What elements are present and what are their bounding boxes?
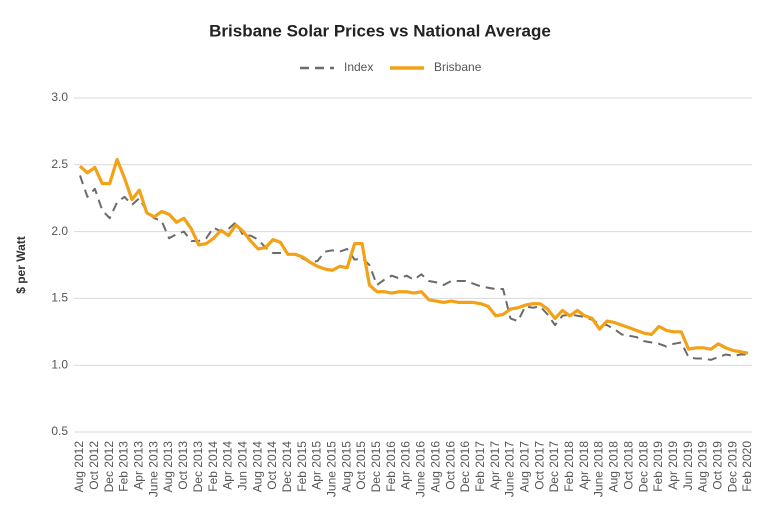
x-tick-label: Oct 2019 <box>710 441 724 490</box>
x-tick-label: Dec 2012 <box>102 441 116 493</box>
x-tick-label: Apr 2018 <box>577 441 591 490</box>
x-tick-label: Feb 2016 <box>384 441 398 492</box>
x-tick-label: Oct 2017 <box>532 441 546 490</box>
y-tick-label: 1.5 <box>51 291 68 305</box>
x-tick-label: Feb 2018 <box>562 441 576 492</box>
series-line <box>79 175 748 361</box>
x-tick-label: Apr 2019 <box>666 441 680 490</box>
x-tick-label: Dec 2017 <box>547 441 561 493</box>
y-tick-label: 2.0 <box>51 224 68 238</box>
x-tick-label: Feb 2014 <box>206 441 220 492</box>
x-tick-label: Apr 2017 <box>488 441 502 490</box>
x-tick-label: Dec 2016 <box>458 441 472 493</box>
x-tick-label: Apr 2016 <box>399 441 413 490</box>
x-tick-label: Feb 2019 <box>651 441 665 492</box>
x-tick-label: Oct 2014 <box>265 441 279 490</box>
chart-title: Brisbane Solar Prices vs National Averag… <box>209 21 551 40</box>
x-tick-label: Feb 2013 <box>117 441 131 492</box>
x-tick-label: Aug 2013 <box>161 441 175 493</box>
x-tick-label: Aug 2018 <box>607 441 621 493</box>
x-tick-label: Oct 2013 <box>176 441 190 490</box>
x-tick-label: Aug 2015 <box>339 441 353 493</box>
y-tick-label: 1.0 <box>51 357 68 371</box>
x-tick-label: Dec 2014 <box>280 441 294 493</box>
x-tick-label: June 2016 <box>414 441 428 497</box>
series-line <box>78 157 749 355</box>
y-axis-label: $ per Watt <box>14 236 28 294</box>
x-tick-label: Apr 2014 <box>221 441 235 490</box>
x-tick-label: Dec 2013 <box>191 441 205 493</box>
x-tick-label: Aug 2017 <box>518 441 532 493</box>
y-tick-label: 0.5 <box>51 424 68 438</box>
x-tick-label: Apr 2015 <box>310 441 324 490</box>
x-tick-label: Dec 2015 <box>369 441 383 493</box>
x-tick-label: Oct 2015 <box>354 441 368 490</box>
x-tick-label: Feb 2017 <box>473 441 487 492</box>
y-tick-label: 2.5 <box>51 157 68 171</box>
x-tick-label: Aug 2019 <box>696 441 710 493</box>
legend-label: Brisbane <box>434 60 482 74</box>
legend-label: Index <box>344 60 373 74</box>
x-tick-label: Jun 2019 <box>681 441 695 491</box>
x-tick-label: Aug 2016 <box>428 441 442 493</box>
x-tick-label: June 2015 <box>325 441 339 497</box>
x-tick-label: Apr 2013 <box>132 441 146 490</box>
x-tick-label: Feb 2015 <box>295 441 309 492</box>
x-tick-label: Oct 2012 <box>87 441 101 490</box>
x-tick-label: Oct 2018 <box>621 441 635 490</box>
x-tick-label: Oct 2016 <box>443 441 457 490</box>
y-tick-label: 3.0 <box>51 90 68 104</box>
x-tick-label: June 2013 <box>146 441 160 497</box>
x-tick-label: Dec 2019 <box>725 441 739 493</box>
x-tick-label: June 2018 <box>592 441 606 497</box>
x-tick-label: June 2017 <box>503 441 517 497</box>
x-tick-label: Dec 2018 <box>636 441 650 493</box>
x-tick-label: Aug 2012 <box>72 441 86 493</box>
x-tick-label: Feb 2020 <box>740 441 754 492</box>
x-tick-label: Jun 2014 <box>235 441 249 491</box>
x-tick-label: Aug 2014 <box>250 441 264 493</box>
